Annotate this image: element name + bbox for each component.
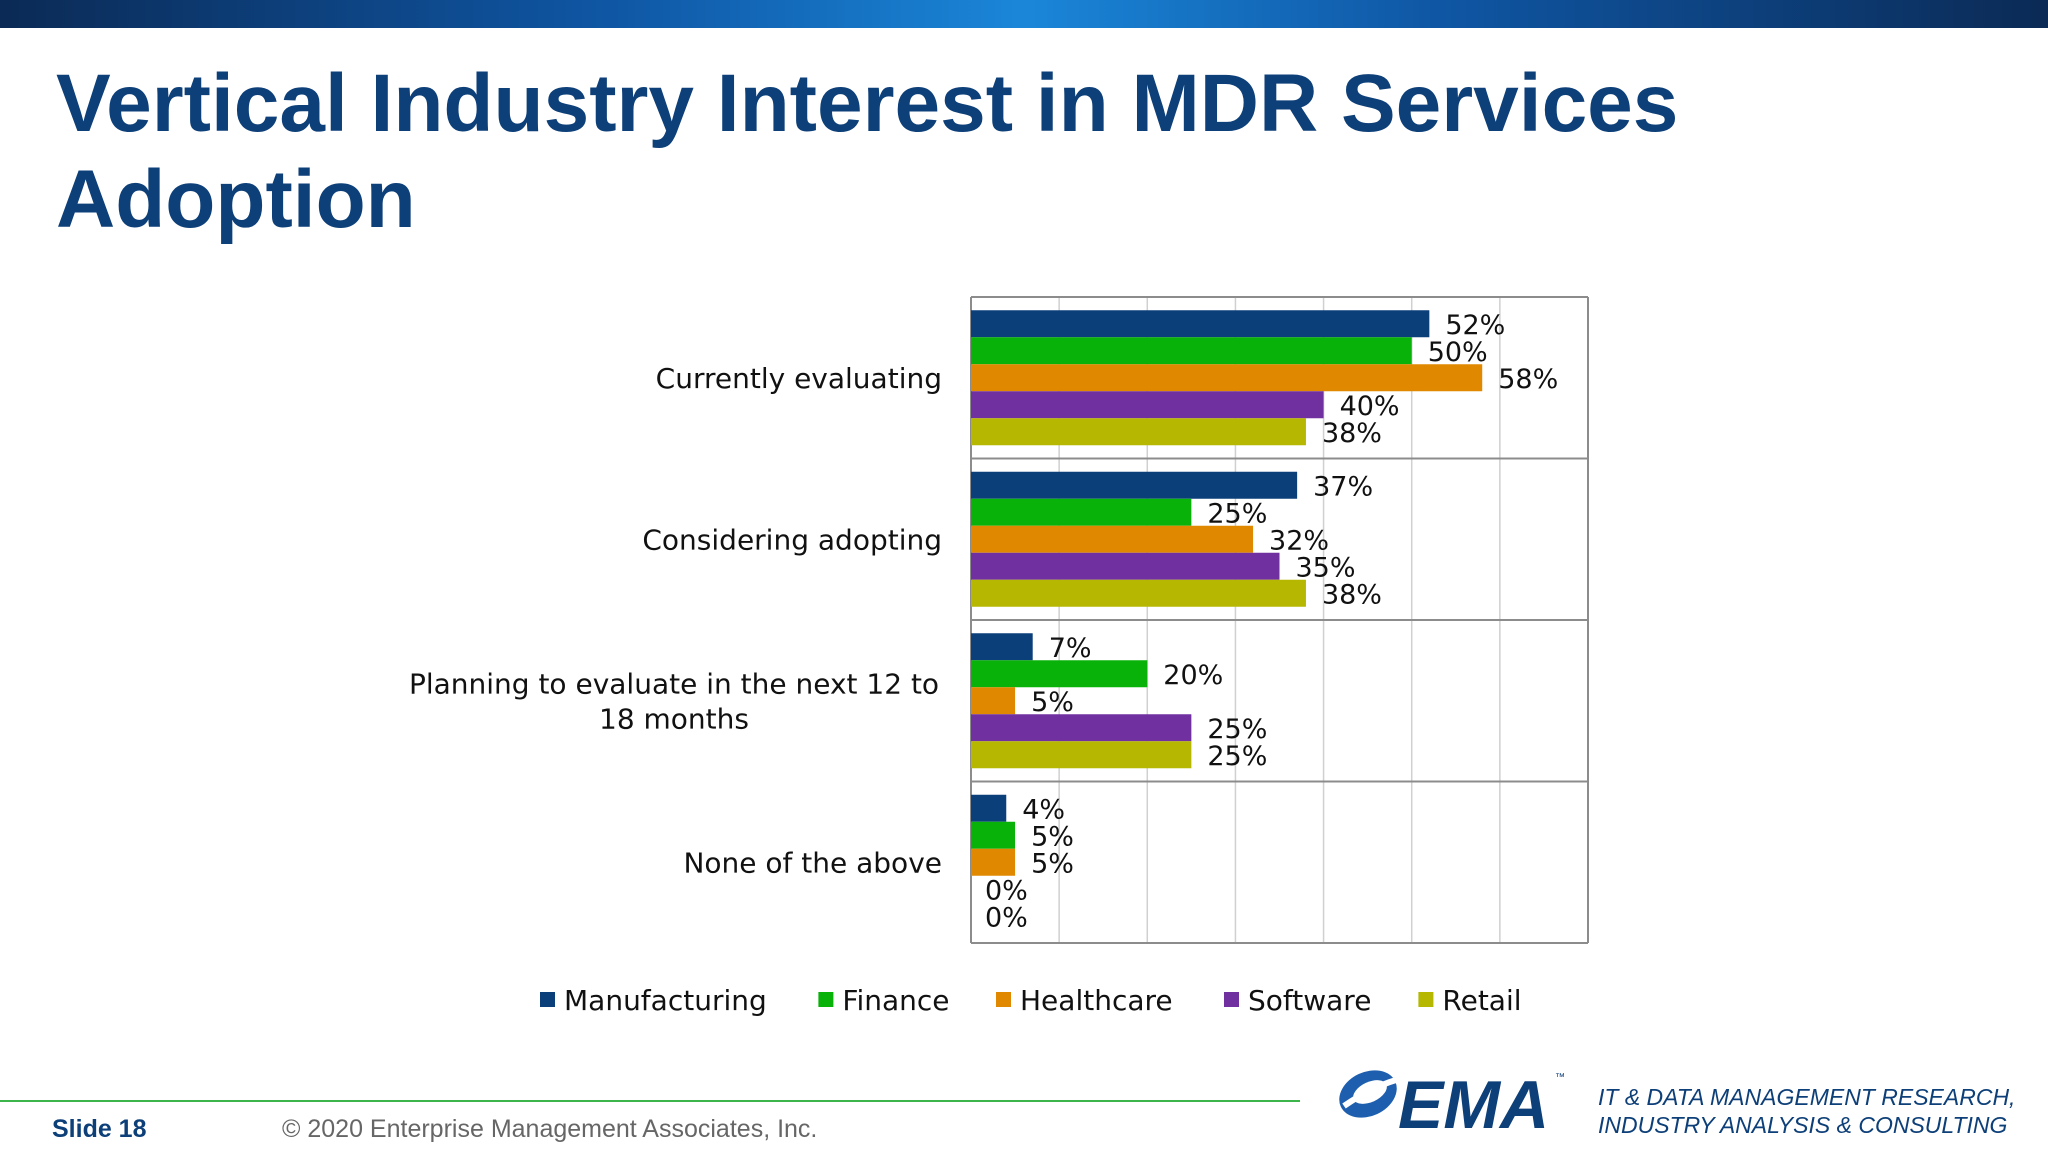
legend-swatch-retail xyxy=(1418,992,1434,1007)
category-label-1: Considering adopting xyxy=(642,523,942,556)
bar-healthcare-0 xyxy=(971,364,1483,392)
data-label-manufacturing-0: 52% xyxy=(1445,310,1505,341)
bar-software-2 xyxy=(971,714,1192,742)
data-label-manufacturing-3: 4% xyxy=(1022,794,1065,825)
bar-retail-1 xyxy=(971,579,1306,607)
data-label-retail-1: 38% xyxy=(1322,579,1382,610)
logo-trademark: ™ xyxy=(1555,1072,1565,1083)
data-label-healthcare-0: 58% xyxy=(1498,364,1558,395)
slide-number: Slide 18 xyxy=(52,1115,147,1143)
bar-manufacturing-1 xyxy=(971,471,1298,499)
data-label-retail-2: 25% xyxy=(1207,741,1267,772)
data-label-retail-0: 38% xyxy=(1322,418,1382,449)
data-label-retail-3: 0% xyxy=(985,902,1028,933)
bar-software-1 xyxy=(971,552,1280,580)
bar-healthcare-2 xyxy=(971,687,1016,715)
copyright-text: © 2020 Enterprise Management Associates,… xyxy=(282,1115,818,1143)
bar-software-0 xyxy=(971,391,1324,419)
data-label-healthcare-2: 5% xyxy=(1031,687,1074,718)
legend-swatch-software xyxy=(1224,992,1239,1007)
legend-swatch-manufacturing xyxy=(540,992,555,1007)
data-label-healthcare-1: 32% xyxy=(1269,525,1329,556)
tagline-line-2: INDUSTRY ANALYSIS & CONSULTING xyxy=(1598,1112,2008,1138)
bar-manufacturing-0 xyxy=(971,310,1430,338)
category-label-2: Planning to evaluate in the next 12 to 18… xyxy=(409,667,939,735)
data-label-software-0: 40% xyxy=(1340,391,1400,422)
legend-swatch-healthcare xyxy=(996,992,1011,1007)
bar-retail-2 xyxy=(971,741,1192,769)
tagline-line-1: IT & DATA MANAGEMENT RESEARCH, xyxy=(1598,1084,2016,1110)
data-label-software-1: 35% xyxy=(1296,552,1356,583)
data-label-finance-0: 50% xyxy=(1428,337,1488,368)
data-label-healthcare-3: 5% xyxy=(1031,848,1074,879)
footer-divider xyxy=(0,1100,1300,1102)
category-label-3: None of the above xyxy=(683,846,942,879)
ema-logo: EMA ™ xyxy=(1339,1067,1565,1138)
legend-swatch-finance xyxy=(818,992,834,1007)
bar-healthcare-3 xyxy=(971,848,1016,876)
bar-manufacturing-2 xyxy=(971,633,1033,661)
bar-finance-0 xyxy=(971,337,1412,365)
legend-label-software: Software xyxy=(1248,984,1371,1017)
legend-label-retail: Retail xyxy=(1442,984,1521,1017)
data-label-finance-1: 25% xyxy=(1207,498,1267,529)
bar-finance-2 xyxy=(971,660,1148,688)
bar-finance-1 xyxy=(971,498,1192,526)
data-label-software-2: 25% xyxy=(1207,714,1267,745)
bar-healthcare-1 xyxy=(971,525,1254,553)
legend-label-manufacturing: Manufacturing xyxy=(564,984,767,1017)
company-tagline: IT & DATA MANAGEMENT RESEARCH, INDUSTRY … xyxy=(1598,1083,2038,1139)
top-banner xyxy=(0,0,2048,28)
logo-wordmark: EMA xyxy=(1398,1067,1549,1138)
bar-finance-3 xyxy=(971,821,1016,849)
slide-title: Vertical Industry Interest in MDR Servic… xyxy=(56,58,1679,245)
legend-label-finance: Finance xyxy=(842,984,949,1017)
data-label-manufacturing-1: 37% xyxy=(1313,471,1373,502)
legend-label-healthcare: Healthcare xyxy=(1020,984,1173,1017)
data-label-finance-2: 20% xyxy=(1163,660,1223,691)
data-label-manufacturing-2: 7% xyxy=(1049,633,1092,664)
bar-manufacturing-3 xyxy=(971,794,1007,822)
bar-retail-0 xyxy=(971,418,1306,446)
category-label-0: Currently evaluating xyxy=(656,362,942,395)
data-label-finance-3: 5% xyxy=(1031,821,1074,852)
data-label-software-3: 0% xyxy=(985,875,1028,906)
